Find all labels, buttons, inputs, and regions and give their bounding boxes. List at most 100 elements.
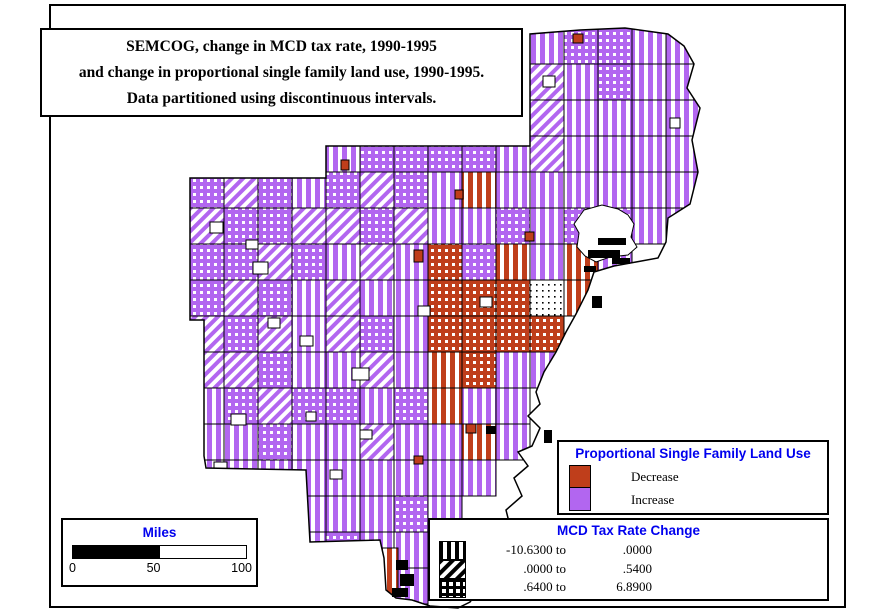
map-cell[interactable] xyxy=(291,459,327,497)
map-cell[interactable] xyxy=(325,531,361,569)
map-cell[interactable] xyxy=(257,387,293,425)
map-cell[interactable] xyxy=(393,495,429,533)
city-area[interactable] xyxy=(454,189,464,200)
map-cell[interactable] xyxy=(495,351,531,389)
city-area[interactable] xyxy=(465,423,477,434)
map-cell[interactable] xyxy=(325,315,361,353)
map-cell[interactable] xyxy=(359,459,395,497)
map-cell[interactable] xyxy=(393,135,429,173)
map-cell[interactable] xyxy=(325,279,361,317)
map-cell[interactable] xyxy=(393,351,429,389)
map-cell[interactable] xyxy=(359,387,395,425)
map-cell[interactable] xyxy=(223,315,259,353)
map-cell[interactable] xyxy=(563,63,599,101)
map-cell[interactable] xyxy=(461,351,497,389)
map-cell[interactable] xyxy=(563,135,599,173)
map-cell[interactable] xyxy=(461,207,497,245)
map-cell[interactable] xyxy=(325,243,361,281)
map-cell[interactable] xyxy=(291,567,327,605)
map-cell[interactable] xyxy=(563,28,599,65)
map-cell[interactable] xyxy=(325,207,361,245)
map-cell[interactable] xyxy=(495,387,531,425)
map-cell[interactable] xyxy=(190,315,225,353)
white-enclave[interactable] xyxy=(359,429,373,440)
map-cell[interactable] xyxy=(393,315,429,353)
map-cell[interactable] xyxy=(359,135,395,173)
map-cell[interactable] xyxy=(223,207,259,245)
map-cell[interactable] xyxy=(631,99,667,137)
map-cell[interactable] xyxy=(291,423,327,461)
map-cell[interactable] xyxy=(190,243,225,281)
map-cell[interactable] xyxy=(427,459,463,497)
map-cell[interactable] xyxy=(359,495,395,533)
white-enclave[interactable] xyxy=(267,317,281,329)
map-cell[interactable] xyxy=(190,279,225,317)
map-cell[interactable] xyxy=(631,28,667,65)
map-cell[interactable] xyxy=(427,207,463,245)
map-cell[interactable] xyxy=(563,171,599,209)
map-cell[interactable] xyxy=(190,423,225,461)
map-cell[interactable] xyxy=(257,459,293,497)
white-enclave[interactable] xyxy=(417,305,431,317)
map-cell[interactable] xyxy=(359,279,395,317)
map-cell[interactable] xyxy=(529,279,565,317)
map-cell[interactable] xyxy=(631,207,667,245)
map-cell[interactable] xyxy=(223,351,259,389)
map-cell[interactable] xyxy=(495,315,531,353)
map-cell[interactable] xyxy=(190,387,225,425)
map-cell[interactable] xyxy=(461,387,497,425)
map-cell[interactable] xyxy=(427,351,463,389)
map-cell[interactable] xyxy=(631,63,667,101)
white-enclave[interactable] xyxy=(245,239,259,250)
city-area[interactable] xyxy=(340,159,350,171)
map-cell[interactable] xyxy=(190,351,225,389)
map-cell[interactable] xyxy=(631,135,667,173)
map-cell[interactable] xyxy=(631,171,667,209)
map-cell[interactable] xyxy=(529,99,565,137)
map-cell[interactable] xyxy=(359,315,395,353)
map-cell[interactable] xyxy=(325,567,361,605)
map-cell[interactable] xyxy=(597,99,633,137)
map-cell[interactable] xyxy=(427,279,463,317)
map-cell[interactable] xyxy=(291,351,327,389)
map-cell[interactable] xyxy=(665,171,700,209)
map-cell[interactable] xyxy=(359,171,395,209)
white-enclave[interactable] xyxy=(305,411,317,422)
city-area[interactable] xyxy=(625,333,635,345)
map-cell[interactable] xyxy=(597,171,633,209)
map-cell[interactable] xyxy=(325,171,361,209)
map-cell[interactable] xyxy=(325,423,361,461)
map-cell[interactable] xyxy=(495,243,531,281)
white-enclave[interactable] xyxy=(542,75,556,88)
white-enclave[interactable] xyxy=(299,335,314,347)
map-cell[interactable] xyxy=(291,279,327,317)
map-cell[interactable] xyxy=(393,459,429,497)
map-cell[interactable] xyxy=(529,135,565,173)
map-cell[interactable] xyxy=(291,243,327,281)
white-enclave[interactable] xyxy=(230,413,247,426)
white-enclave[interactable] xyxy=(213,461,228,473)
map-cell[interactable] xyxy=(495,207,531,245)
map-cell[interactable] xyxy=(427,243,463,281)
city-area[interactable] xyxy=(413,455,424,465)
map-cell[interactable] xyxy=(427,135,463,173)
map-cell[interactable] xyxy=(257,423,293,461)
map-cell[interactable] xyxy=(393,207,429,245)
white-enclave[interactable] xyxy=(351,367,370,381)
map-cell[interactable] xyxy=(597,135,633,173)
map-cell[interactable] xyxy=(359,423,395,461)
map-cell[interactable] xyxy=(325,495,361,533)
map-cell[interactable] xyxy=(257,351,293,389)
white-enclave[interactable] xyxy=(669,117,681,129)
city-area[interactable] xyxy=(524,231,535,242)
map-cell[interactable] xyxy=(461,171,497,209)
map-cell[interactable] xyxy=(325,387,361,425)
map-cell[interactable] xyxy=(393,423,429,461)
map-cell[interactable] xyxy=(529,171,565,209)
map-cell[interactable] xyxy=(291,207,327,245)
white-enclave[interactable] xyxy=(209,221,224,234)
city-area[interactable] xyxy=(413,249,424,263)
white-enclave[interactable] xyxy=(252,261,269,275)
map-cell[interactable] xyxy=(461,243,497,281)
